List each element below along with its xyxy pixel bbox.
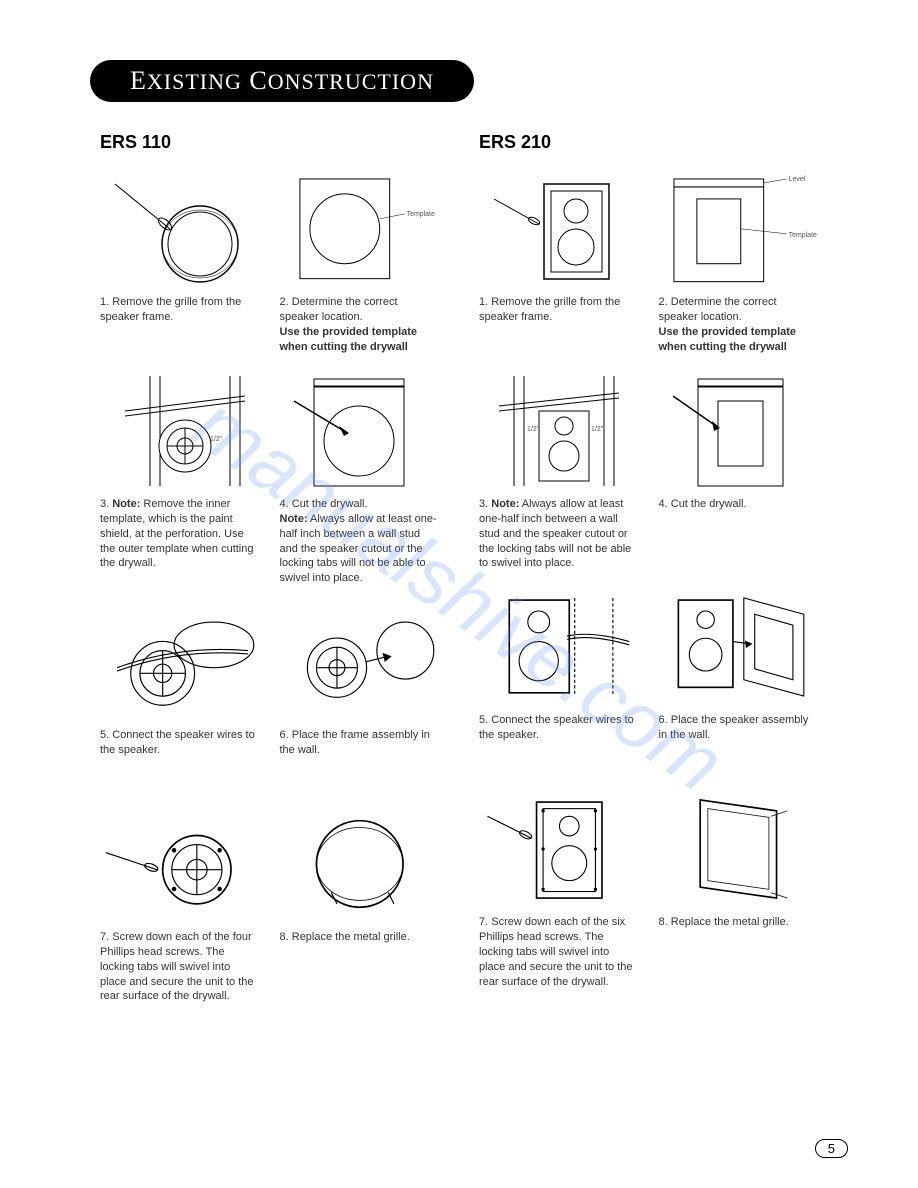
col-ers110: ERS 110 1. Remove the grille from the sp… <box>100 132 439 1004</box>
step1-caption: 1. Remove the grille from the speaker fr… <box>100 295 260 355</box>
ers210-title: ERS 210 <box>479 132 818 153</box>
ers110-step8: 8. Replace the metal grille. <box>280 804 440 1004</box>
ers110-grid: 1. Remove the grille from the speaker fr… <box>100 169 439 1004</box>
step6-illustration <box>280 602 440 722</box>
ers210-step6: 6. Place the speaker assembly in the wal… <box>659 587 819 773</box>
ers210-step4: 4. Cut the drywall. <box>659 371 819 571</box>
columns-wrapper: ERS 110 1. Remove the grille from the sp… <box>60 132 858 1004</box>
r-step5-illustration <box>479 587 639 707</box>
ers110-step6: 6. Place the frame assembly in the wall. <box>280 602 440 788</box>
page-number: 5 <box>815 1139 848 1158</box>
step6-caption: 6. Place the frame assembly in the wall. <box>280 728 440 788</box>
ers110-step5: 5. Connect the speaker wires to the spea… <box>100 602 260 788</box>
r-step4-illustration <box>659 371 819 491</box>
ers210-grid: 1. Remove the grille from the speaker fr… <box>479 169 818 989</box>
step1-illustration <box>100 169 260 289</box>
svg-text:1/2": 1/2" <box>527 426 540 433</box>
r-step4-caption: 4. Cut the drywall. <box>659 497 819 557</box>
ers210-step3: 1/2" 1/2" 3. Note: Always allow at least… <box>479 371 639 571</box>
r-step8-illustration <box>659 789 819 909</box>
r-step1-caption: 1. Remove the grille from the speaker fr… <box>479 295 639 355</box>
svg-text:1/2": 1/2" <box>210 436 223 443</box>
svg-text:Template: Template <box>788 232 816 239</box>
r-step7-caption: 7. Screw down each of the six Phillips h… <box>479 915 639 989</box>
r-step3-caption: 3. Note: Always allow at least one-half … <box>479 497 639 571</box>
ers210-step2: Level Template 2. Determine the correct … <box>659 169 819 355</box>
step3-caption: 3. Note: Remove the inner template, whic… <box>100 497 260 571</box>
ers110-title: ERS 110 <box>100 132 439 153</box>
ers110-step3: 1/2" 3. Note: Remove the inner template,… <box>100 371 260 586</box>
r-step2-caption: 2. Determine the correct speaker locatio… <box>659 295 819 355</box>
header-mid2: ONSTRUCTION <box>268 69 434 94</box>
step2-caption: 2. Determine the correct speaker locatio… <box>280 295 440 355</box>
ers210-step1: 1. Remove the grille from the speaker fr… <box>479 169 639 355</box>
step4-caption: 4. Cut the drywall. Note: Always allow a… <box>280 497 440 586</box>
ers110-step7: 7. Screw down each of the four Phillips … <box>100 804 260 1004</box>
ers210-step8: 8. Replace the metal grille. <box>659 789 819 989</box>
svg-text:1/2": 1/2" <box>591 426 604 433</box>
r-step8-caption: 8. Replace the metal grille. <box>659 915 819 975</box>
step4-illustration <box>280 371 440 491</box>
ers210-step5: 5. Connect the speaker wires to the spea… <box>479 587 639 773</box>
svg-text:Template: Template <box>406 211 434 218</box>
header-cap2: C <box>242 66 268 95</box>
step5-illustration <box>100 602 260 722</box>
r-step3-illustration: 1/2" 1/2" <box>479 371 639 491</box>
r-step1-illustration <box>479 169 639 289</box>
r-step2-illustration: Level Template <box>659 169 819 289</box>
ers110-step4: 4. Cut the drywall. Note: Always allow a… <box>280 371 440 586</box>
r-step6-illustration <box>659 587 819 707</box>
ers210-step7: 7. Screw down each of the six Phillips h… <box>479 789 639 989</box>
r-step5-caption: 5. Connect the speaker wires to the spea… <box>479 713 639 773</box>
ers110-step2: Template 2. Determine the correct speake… <box>280 169 440 355</box>
r-step7-illustration <box>479 789 639 909</box>
step7-caption: 7. Screw down each of the four Phillips … <box>100 930 260 1004</box>
step8-caption: 8. Replace the metal grille. <box>280 930 440 990</box>
step5-caption: 5. Connect the speaker wires to the spea… <box>100 728 260 788</box>
header-cap1: E <box>130 66 147 95</box>
r-step6-caption: 6. Place the speaker assembly in the wal… <box>659 713 819 773</box>
step7-illustration <box>100 804 260 924</box>
header-mid1: XISTING <box>147 69 242 94</box>
col-ers210: ERS 210 1. Remove the grille from the sp… <box>479 132 818 1004</box>
ers110-step1: 1. Remove the grille from the speaker fr… <box>100 169 260 355</box>
svg-text:Level: Level <box>788 176 805 183</box>
step3-illustration: 1/2" <box>100 371 260 491</box>
section-header-badge: EXISTING CONSTRUCTION <box>90 60 474 102</box>
step8-illustration <box>280 804 440 924</box>
step2-illustration: Template <box>280 169 440 289</box>
